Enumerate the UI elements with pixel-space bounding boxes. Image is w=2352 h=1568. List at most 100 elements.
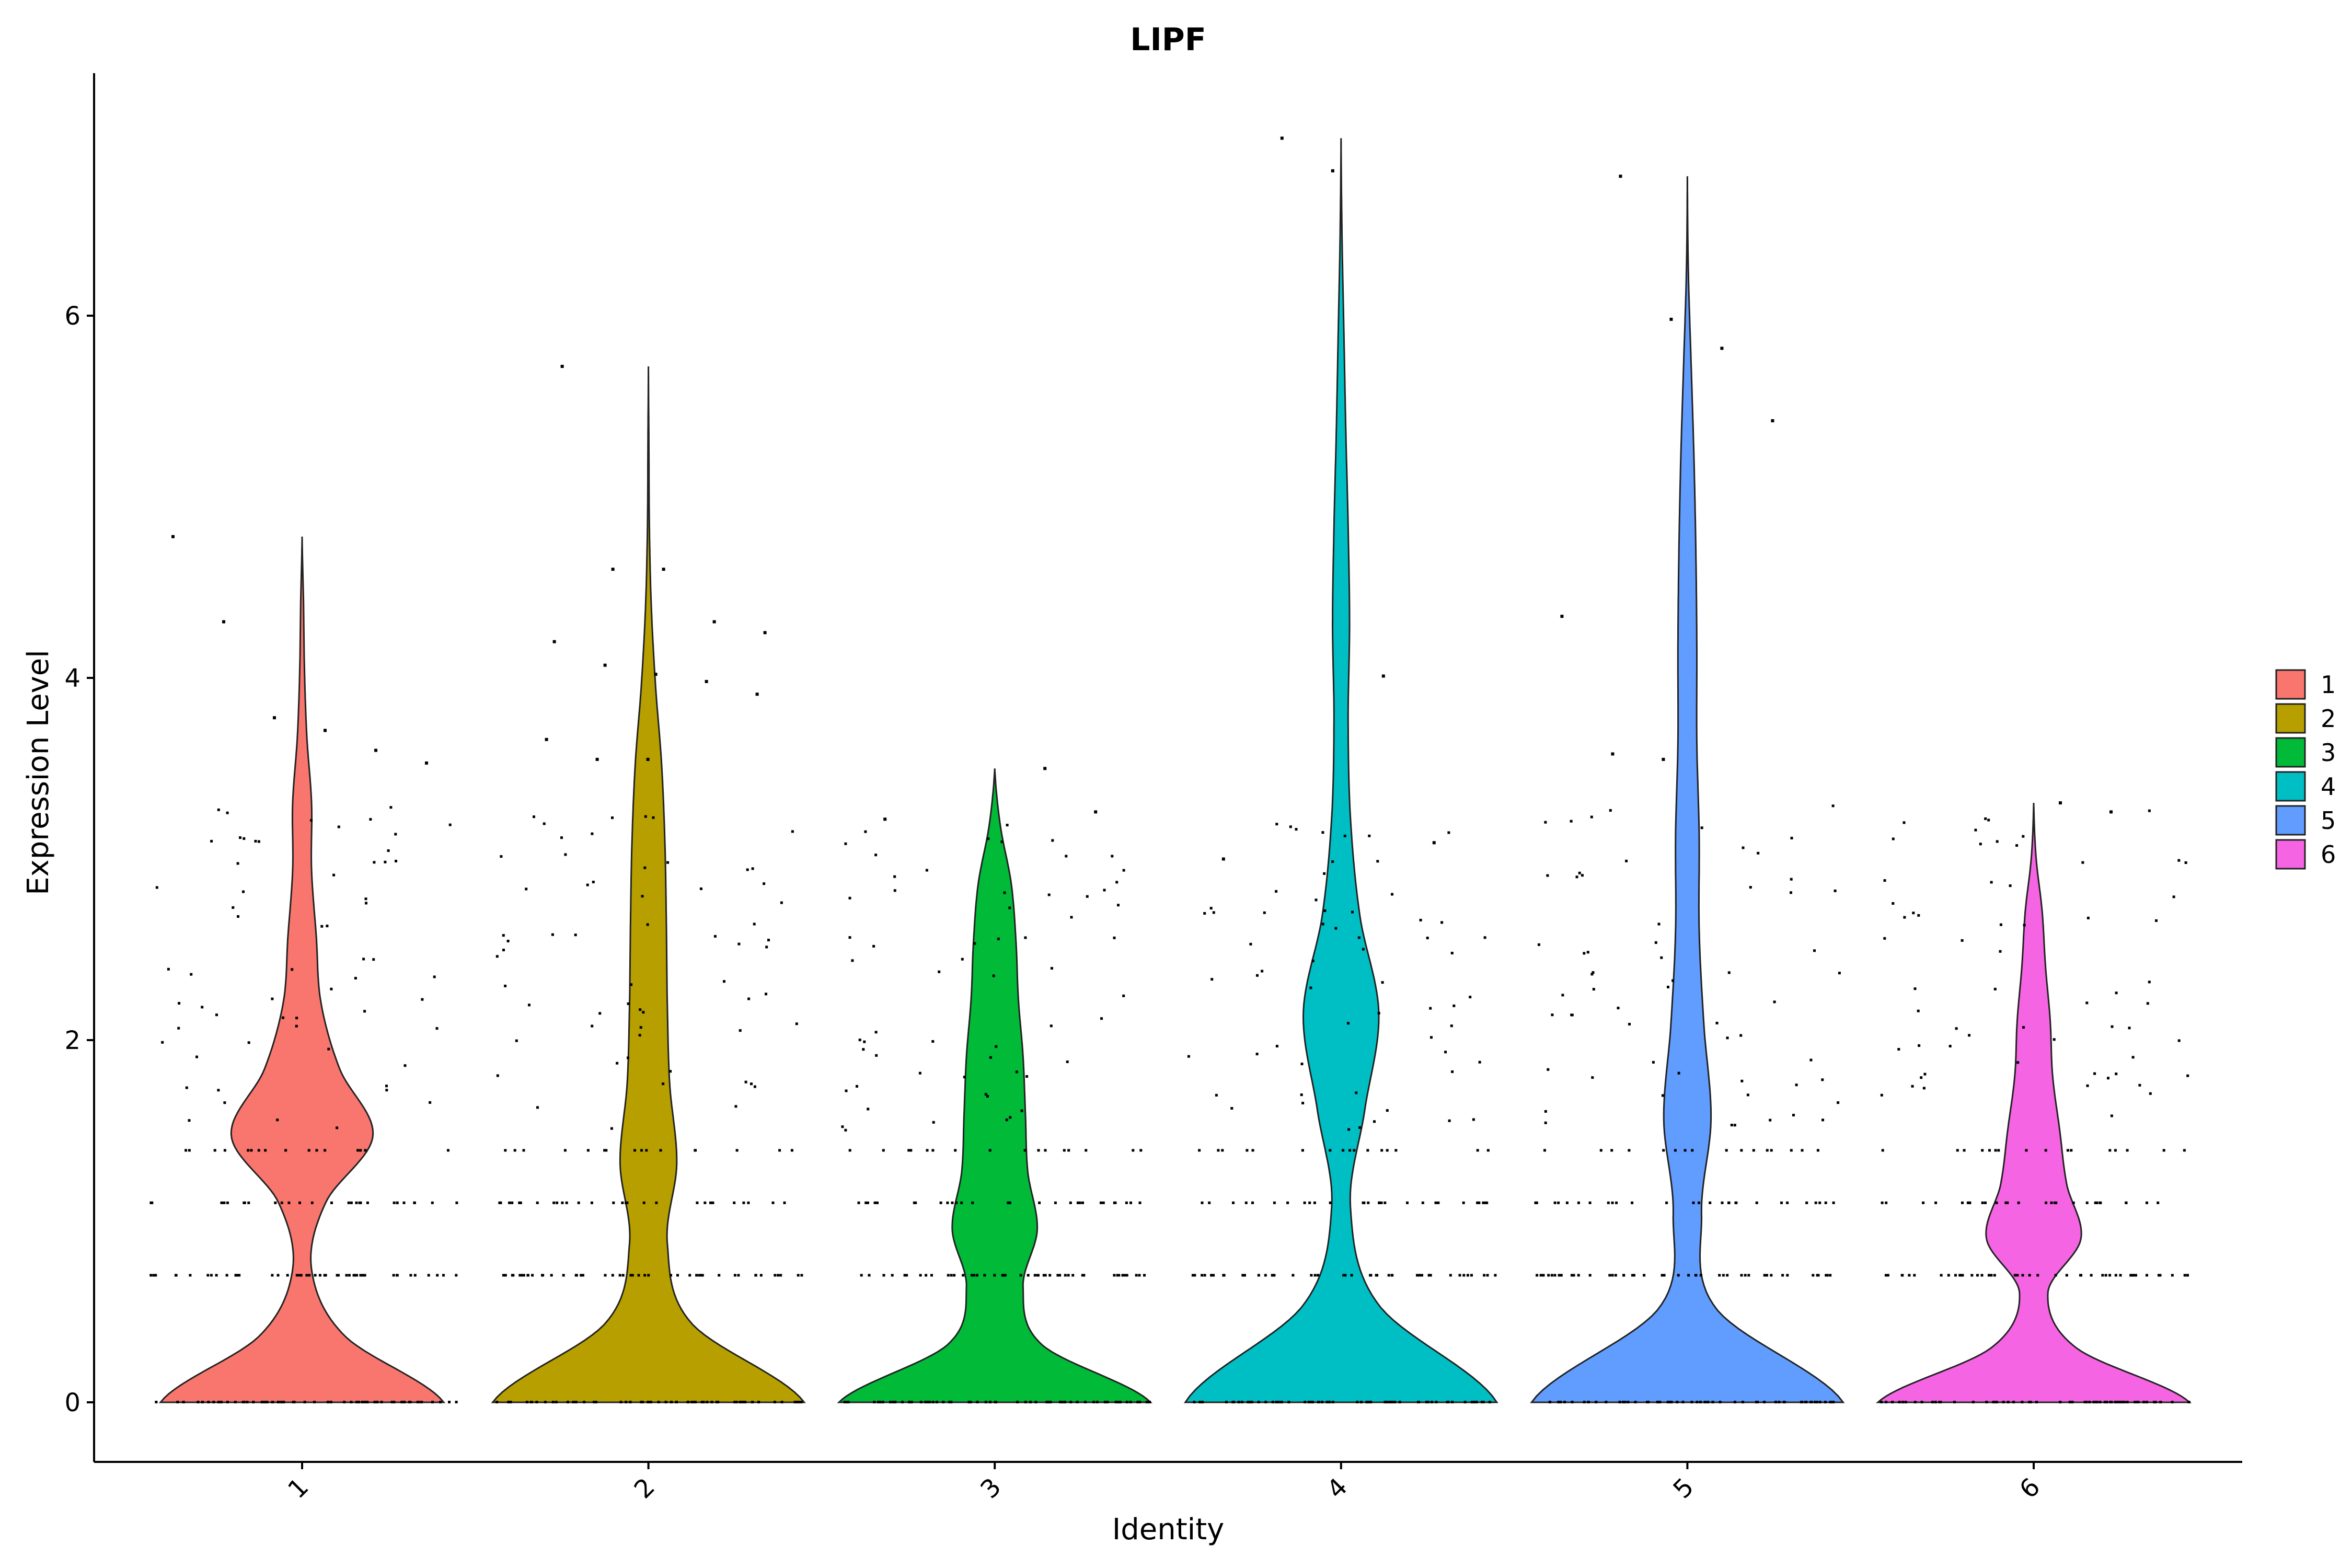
- jitter-point: [1066, 1060, 1069, 1063]
- jitter-point: [525, 1401, 528, 1403]
- jitter-point: [1417, 1401, 1420, 1403]
- jitter-point: [264, 1401, 267, 1403]
- jitter-point: [207, 1401, 210, 1403]
- jitter-point: [586, 1149, 590, 1152]
- jitter-point: [1241, 1274, 1244, 1277]
- jitter-point: [2055, 1201, 2058, 1204]
- outlier-point: [171, 535, 175, 538]
- violin-4: [1183, 138, 1498, 1403]
- jitter-point: [641, 895, 644, 898]
- jitter-point: [1625, 859, 1628, 862]
- jitter-point: [670, 1401, 673, 1403]
- jitter-point: [2099, 1201, 2102, 1204]
- jitter-point: [1994, 1401, 1997, 1403]
- jitter-point: [1355, 1091, 1358, 1094]
- jitter-point: [1911, 1085, 1914, 1088]
- jitter-point: [847, 1401, 850, 1403]
- jitter-point: [1257, 1401, 1260, 1403]
- jitter-point: [2114, 1149, 2117, 1152]
- jitter-point: [518, 1201, 521, 1204]
- jitter-point: [967, 1401, 971, 1403]
- jitter-point: [626, 1201, 629, 1204]
- jitter-point: [356, 1149, 360, 1152]
- outlier-point: [2059, 801, 2062, 805]
- jitter-point: [1129, 1401, 1132, 1403]
- jitter-point: [1103, 889, 1106, 892]
- jitter-point: [1223, 1274, 1226, 1277]
- jitter-point: [795, 1022, 798, 1025]
- jitter-point: [350, 1201, 353, 1204]
- jitter-point: [642, 1011, 645, 1014]
- jitter-point: [1025, 1075, 1029, 1078]
- jitter-point: [892, 1401, 895, 1403]
- jitter-point: [567, 1401, 569, 1403]
- jitter-point: [1698, 1201, 1700, 1204]
- jitter-point: [1279, 1401, 1282, 1403]
- jitter-point: [1903, 821, 1906, 824]
- jitter-point: [355, 1201, 358, 1204]
- jitter-point: [1805, 1201, 1808, 1204]
- jitter-point: [1116, 1274, 1119, 1277]
- jitter-point: [1317, 1401, 1320, 1403]
- jitter-point: [1069, 1201, 1072, 1204]
- jitter-point: [2119, 1274, 2122, 1277]
- jitter-point: [2171, 1274, 2174, 1277]
- jitter-point: [364, 897, 367, 901]
- jitter-point: [266, 1401, 269, 1403]
- jitter-point: [512, 1274, 515, 1277]
- jitter-point: [795, 1401, 798, 1403]
- jitter-point: [926, 1149, 929, 1152]
- jitter-point: [2183, 1274, 2186, 1277]
- jitter-point: [1726, 1036, 1729, 1040]
- jitter-point: [851, 959, 854, 962]
- legend-key-6: [2275, 839, 2306, 870]
- jitter-point: [394, 833, 397, 836]
- jitter-point: [706, 1401, 709, 1403]
- jitter-point: [393, 1201, 396, 1204]
- jitter-point: [1469, 996, 1472, 999]
- points-group-3: [841, 824, 1151, 1403]
- jitter-point: [1116, 1401, 1120, 1403]
- jitter-point: [1115, 1401, 1118, 1403]
- jitter-point: [1486, 1274, 1489, 1277]
- jitter-point: [1980, 1274, 1984, 1277]
- jitter-point: [644, 815, 647, 818]
- jitter-point: [149, 1274, 153, 1277]
- jitter-point: [1829, 1401, 1832, 1403]
- jitter-point: [533, 815, 535, 818]
- jitter-point: [330, 987, 333, 990]
- jitter-point: [642, 1201, 645, 1204]
- jitter-point: [500, 855, 503, 858]
- jitter-point: [390, 1401, 394, 1403]
- jitter-point: [234, 1401, 237, 1403]
- jitter-point: [396, 1274, 399, 1277]
- jitter-point: [1800, 1401, 1803, 1403]
- y-tick-label: 4: [64, 664, 80, 693]
- jitter-point: [2171, 1401, 2174, 1403]
- jitter-point: [1696, 1401, 1699, 1403]
- jitter-point: [271, 1274, 274, 1277]
- jitter-point: [2136, 1401, 2138, 1403]
- jitter-point: [1981, 1201, 1984, 1204]
- jitter-point: [541, 1274, 544, 1277]
- jitter-point: [1892, 837, 1895, 840]
- jitter-point: [1974, 828, 1977, 832]
- jitter-point: [2159, 1401, 2162, 1403]
- jitter-point: [1067, 1149, 1070, 1152]
- jitter-point: [1313, 1274, 1317, 1277]
- jitter-point: [530, 1401, 533, 1403]
- outlier-point: [1560, 615, 1564, 618]
- jitter-point: [1691, 1149, 1694, 1152]
- jitter-point: [2029, 1401, 2032, 1403]
- jitter-point: [226, 1401, 229, 1403]
- jitter-point: [1478, 1201, 1481, 1204]
- jitter-point: [1892, 902, 1895, 905]
- jitter-point: [2036, 1274, 2039, 1277]
- jitter-point: [1113, 1201, 1116, 1204]
- jitter-point: [1654, 941, 1657, 944]
- jitter-point: [357, 1401, 360, 1403]
- jitter-point: [1535, 1201, 1538, 1204]
- jitter-point: [1321, 1401, 1323, 1403]
- jitter-point: [971, 1201, 974, 1204]
- legend-key-5: [2275, 805, 2306, 836]
